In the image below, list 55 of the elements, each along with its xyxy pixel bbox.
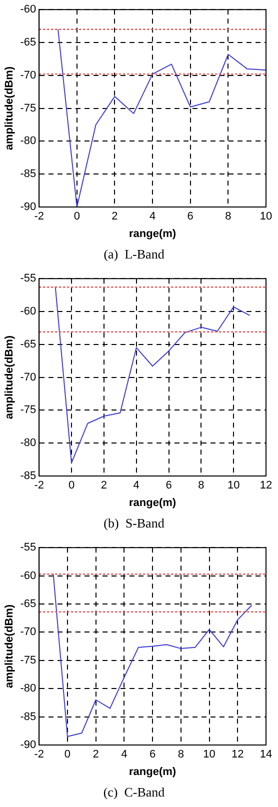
x-tick-label: 2 xyxy=(100,480,107,492)
y-tick-label: -60 xyxy=(20,570,36,582)
y-tick-label: -75 xyxy=(20,102,36,114)
x-tick-label: 6 xyxy=(149,748,156,761)
y-tick-label: -80 xyxy=(20,437,36,450)
x-axis-title: range(m) xyxy=(129,496,176,509)
y-tick-label: -65 xyxy=(20,36,36,49)
y-tick-label: -85 xyxy=(20,710,36,723)
y-tick-label: -70 xyxy=(20,69,36,82)
y-tick-label: -60 xyxy=(20,306,36,318)
x-tick-label: 6 xyxy=(166,480,172,492)
x-tick-label: 6 xyxy=(187,210,194,223)
text: (b) S-Band xyxy=(104,516,165,531)
x-tick-label: -2 xyxy=(34,210,44,223)
y-tick-label: -55 xyxy=(20,272,36,285)
y-tick-label: -55 xyxy=(20,542,36,554)
x-tick-label: 14 xyxy=(260,748,272,761)
y-tick-label: -80 xyxy=(20,682,36,695)
x-tick-label: 8 xyxy=(178,748,184,761)
text: (a) L-Band xyxy=(104,246,165,262)
x-tick-label: 2 xyxy=(112,210,118,223)
x-tick-label: 8 xyxy=(198,480,204,492)
y-tick-label: -85 xyxy=(20,470,36,482)
x-tick-label: 12 xyxy=(232,748,244,761)
y-axis-title: amplitude(dBm) xyxy=(4,335,16,420)
y-tick-label: -85 xyxy=(20,168,36,180)
x-axis-title: range(m) xyxy=(129,766,176,778)
x-axis-title: range(m) xyxy=(129,228,176,240)
x-tick-label: 0 xyxy=(68,480,75,492)
x-tick-label: 4 xyxy=(121,748,128,761)
y-tick-label: -60 xyxy=(20,4,36,16)
y-axis-title: amplitude(dBm) xyxy=(4,66,16,150)
text: (c) C-Band xyxy=(103,784,166,800)
x-tick-label: 2 xyxy=(92,748,99,761)
x-tick-label: 10 xyxy=(260,210,272,223)
y-tick-label: -75 xyxy=(20,654,36,666)
y-tick-label: -90 xyxy=(20,739,36,752)
y-tick-label: -65 xyxy=(20,338,36,350)
x-tick-label: 0 xyxy=(64,748,71,761)
x-tick-label: -2 xyxy=(34,480,44,492)
x-tick-label: -2 xyxy=(34,748,44,761)
y-tick-label: -70 xyxy=(20,626,36,638)
x-tick-label: 12 xyxy=(260,480,272,492)
y-axis-title: amplitude(dBm) xyxy=(4,604,16,688)
x-tick-label: 4 xyxy=(149,210,156,223)
y-tick-label: -65 xyxy=(20,598,36,610)
y-tick-label: -70 xyxy=(20,371,36,384)
x-tick-label: 4 xyxy=(133,480,140,492)
y-tick-label: -90 xyxy=(20,201,36,214)
x-tick-label: 10 xyxy=(203,748,216,761)
y-tick-label: -75 xyxy=(20,404,36,416)
y-tick-label: -80 xyxy=(20,135,36,148)
x-tick-label: 8 xyxy=(225,210,232,223)
x-tick-label: 0 xyxy=(74,210,80,223)
x-tick-label: 10 xyxy=(227,480,240,492)
